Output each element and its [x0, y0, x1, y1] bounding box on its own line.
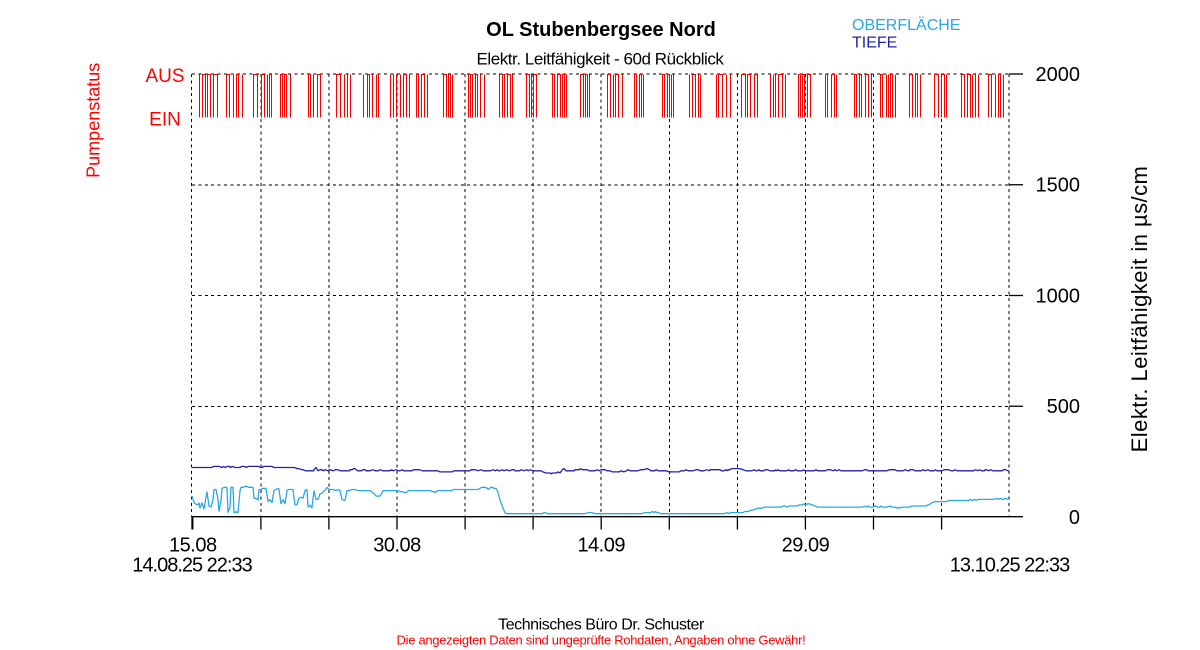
- svg-text:EIN: EIN: [149, 110, 181, 131]
- svg-text:0: 0: [1069, 507, 1080, 529]
- svg-text:29.09: 29.09: [782, 534, 830, 556]
- svg-text:Technisches Büro Dr. Schuster: Technisches Büro Dr. Schuster: [498, 617, 705, 634]
- svg-text:Die angezeigten Daten sind ung: Die angezeigten Daten sind ungeprüfte Ro…: [397, 633, 806, 648]
- svg-text:2000: 2000: [1036, 64, 1081, 86]
- svg-text:TIEFE: TIEFE: [852, 35, 897, 52]
- svg-text:13.10.25 22:33: 13.10.25 22:33: [950, 554, 1070, 576]
- svg-text:1000: 1000: [1036, 285, 1081, 307]
- svg-text:Elektr. Leitfähigkeit - 60d Rü: Elektr. Leitfähigkeit - 60d Rückblick: [477, 49, 725, 68]
- svg-text:Elektr. Leitfähigkeit in µs/cm: Elektr. Leitfähigkeit in µs/cm: [1127, 166, 1152, 453]
- svg-text:14.09: 14.09: [577, 534, 625, 556]
- svg-text:30.08: 30.08: [373, 534, 421, 556]
- svg-text:OBERFLÄCHE: OBERFLÄCHE: [852, 16, 960, 34]
- svg-text:1500: 1500: [1036, 175, 1081, 197]
- svg-text:AUS: AUS: [145, 66, 184, 87]
- svg-text:15.08: 15.08: [169, 534, 217, 556]
- svg-text:500: 500: [1047, 396, 1080, 418]
- svg-text:14.08.25 22:33: 14.08.25 22:33: [132, 554, 252, 576]
- svg-text:Pumpenstatus: Pumpenstatus: [84, 63, 104, 178]
- svg-text:OL Stubenbergsee Nord: OL Stubenbergsee Nord: [486, 19, 716, 41]
